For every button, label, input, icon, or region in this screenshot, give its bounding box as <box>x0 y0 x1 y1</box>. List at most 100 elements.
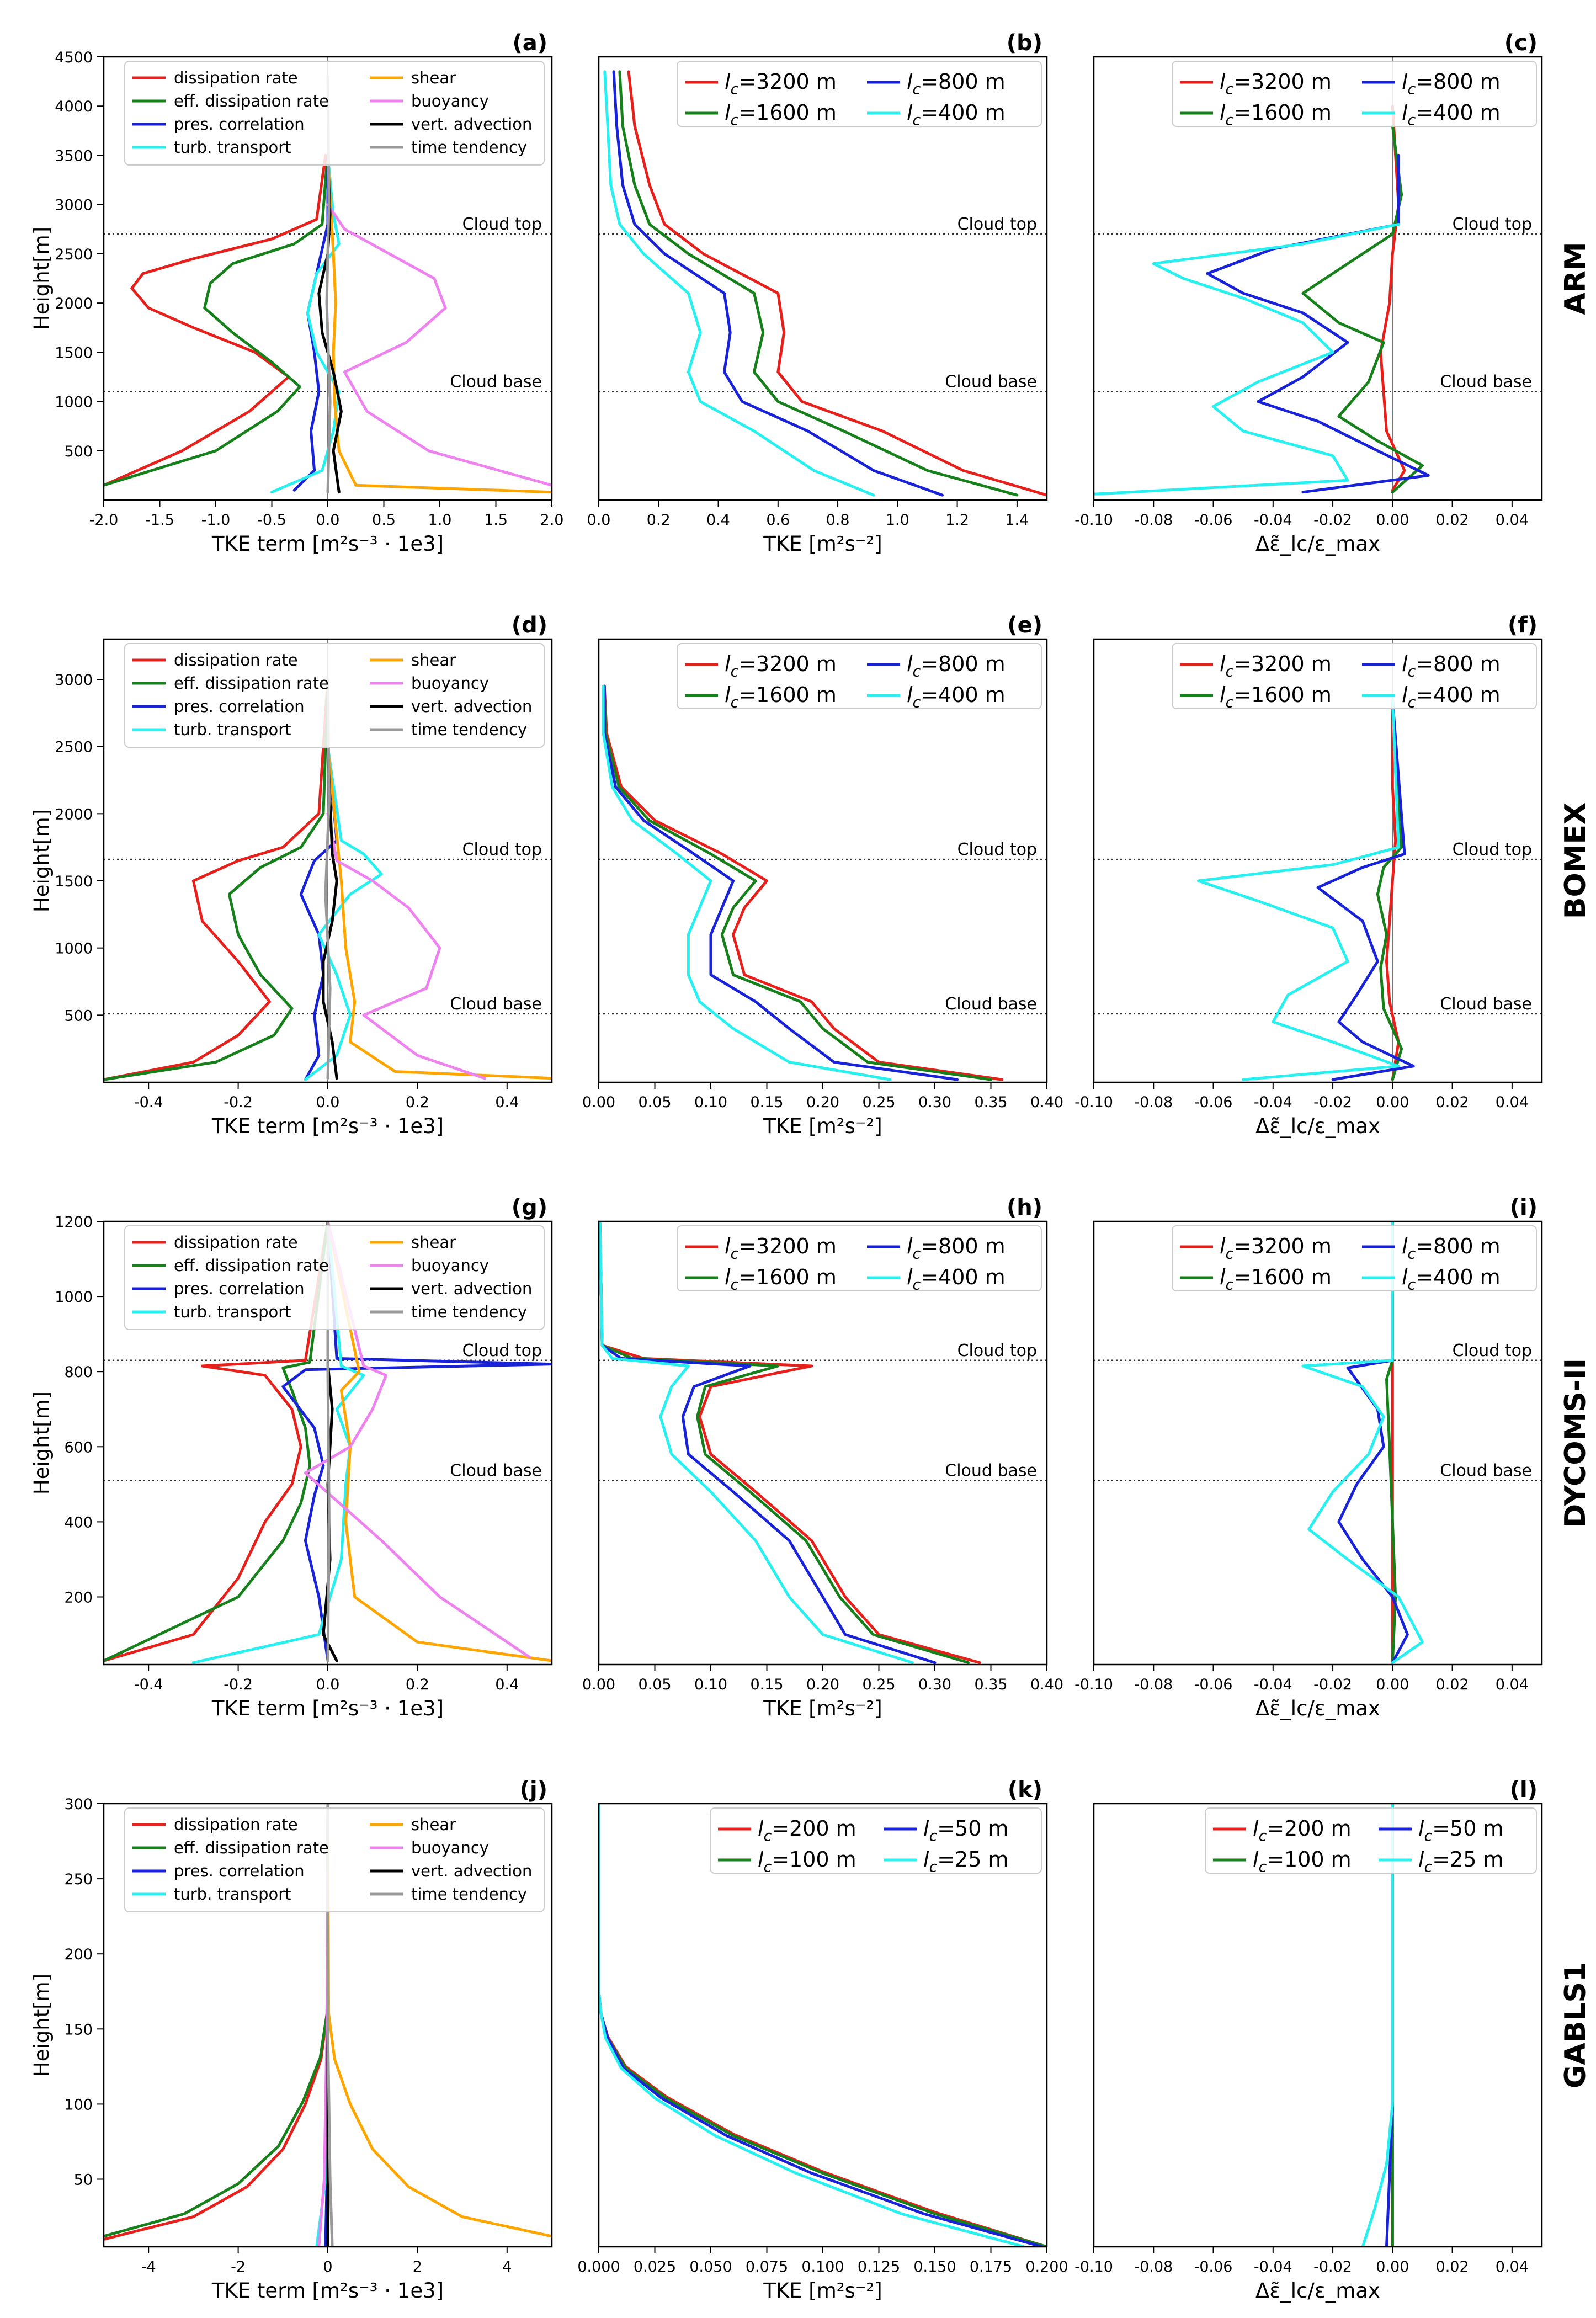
series-line-shear <box>326 1804 552 2238</box>
x-tick-label: -0.06 <box>1194 1094 1233 1111</box>
legend-label: shear <box>411 68 456 87</box>
x-axis-label: TKE [m²s⁻²] <box>763 1697 882 1720</box>
legend-box <box>1172 61 1537 127</box>
series-line-l-c-400-m <box>602 684 892 1081</box>
x-tick-label: -0.2 <box>224 1094 253 1111</box>
case-label: DYCOMS-II <box>1559 1358 1592 1528</box>
series-line-l-c-800-m <box>1337 1221 1409 1665</box>
y-tick-label: 500 <box>64 1007 93 1024</box>
legend-box <box>677 643 1042 709</box>
panel-l: -0.10 -0.08 -0.06 -0.04 -0.02 0.00 0.02 0.04 Δε̃… <box>1074 1777 1592 2303</box>
x-tick-label: 0.050 <box>689 2258 732 2276</box>
y-tick-label: 4500 <box>55 49 93 66</box>
x-tick-label: 1.0 <box>428 512 452 529</box>
x-tick-label: -0.04 <box>1254 1676 1292 1693</box>
x-tick-label: 1.0 <box>886 512 909 529</box>
legend: lc=3200 m lc=800 m lc=1600 m lc=400 m <box>1172 61 1537 129</box>
x-tick-label: 0.025 <box>634 2258 676 2276</box>
y-tick-label: 3000 <box>55 197 93 214</box>
y-tick-label: 200 <box>64 1946 93 1963</box>
legend-label: lc=800 m <box>1402 1234 1501 1263</box>
x-axis-label: Δε̃_lc/ε_max <box>1255 1114 1380 1138</box>
y-tick-label: 2500 <box>55 739 93 756</box>
panel-f: Cloud top Cloud base -0.10 -0.08 -0.06 -0.04 -… <box>1074 613 1592 1138</box>
series-line-l-c-3200-m <box>599 1221 981 1665</box>
x-axis-label: TKE term [m²s⁻³ · 1e3] <box>211 2279 444 2303</box>
x-tick-label: -4 <box>141 2258 156 2276</box>
cloud-top-label: Cloud top <box>462 840 542 859</box>
panel-label: (b) <box>1007 30 1042 56</box>
x-tick-label: -2.0 <box>89 512 119 529</box>
series-line-l-c-3200-m <box>627 70 1047 497</box>
x-axis-label: TKE [m²s⁻²] <box>763 532 882 556</box>
legend-label: lc=25 m <box>1418 1847 1503 1876</box>
x-axis-label: Δε̃_lc/ε_max <box>1255 1697 1380 1720</box>
x-tick-label: 0.35 <box>974 1676 1007 1693</box>
legend: lc=3200 m lc=800 m lc=1600 m lc=400 m <box>677 643 1042 711</box>
x-tick-label: -0.04 <box>1254 1094 1292 1111</box>
legend-box <box>1172 643 1537 709</box>
series-line-dissipation-rate <box>104 153 327 487</box>
panel-label: (f) <box>1508 613 1538 638</box>
x-tick-label: 0.0 <box>587 512 611 529</box>
panel-b: Cloud top Cloud base 0.0 0.2 0.4 0.6 0.8 1.0 1.2… <box>587 30 1048 556</box>
cloud-top-label: Cloud top <box>957 840 1037 859</box>
series-line-buoyancy <box>326 812 486 1080</box>
x-tick-label: 0.2 <box>406 1676 429 1693</box>
series-line-pres-correlation <box>281 1221 552 1662</box>
x-tick-label: -0.08 <box>1134 512 1173 529</box>
y-tick-label: 400 <box>64 1514 93 1531</box>
cloud-base-label: Cloud base <box>945 995 1037 1014</box>
legend-label: shear <box>411 1233 456 1252</box>
y-tick-label: 150 <box>64 2021 93 2038</box>
x-tick-label: -0.10 <box>1074 1676 1113 1693</box>
legend-label: buoyancy <box>411 1256 489 1275</box>
legend-label: turb. transport <box>174 1885 291 1904</box>
panel-label: (i) <box>1510 1195 1538 1220</box>
x-tick-label: 0.125 <box>858 2258 900 2276</box>
legend-label: lc=50 m <box>1418 1816 1503 1845</box>
x-tick-label: 0.00 <box>1376 2258 1409 2276</box>
series-line-l-c-25-m <box>599 1804 1026 2247</box>
x-tick-label: -0.06 <box>1194 2258 1233 2276</box>
series-line-l-c-3200-m <box>603 684 1004 1081</box>
panel-label: (g) <box>512 1195 547 1220</box>
x-tick-label: -0.10 <box>1074 1094 1113 1111</box>
series-group <box>104 75 552 494</box>
series-line-l-c-1600-m <box>1376 698 1403 1081</box>
series-line-l-c-400-m <box>1301 1221 1424 1665</box>
legend-label: lc=50 m <box>923 1816 1008 1845</box>
series-group <box>1361 1804 1394 2247</box>
legend-box <box>124 643 545 748</box>
axes-frame <box>1093 56 1543 501</box>
y-tick-label: 1000 <box>55 394 93 411</box>
legend-label: lc=3200 m <box>725 70 837 98</box>
legend-label: turb. transport <box>174 1302 291 1321</box>
x-axis-label: TKE term [m²s⁻³ · 1e3] <box>211 1697 444 1720</box>
legend-label: pres. correlation <box>174 1279 305 1298</box>
x-axis-label: Δε̃_lc/ε_max <box>1255 532 1380 556</box>
x-tick-label: 0.04 <box>1496 512 1529 529</box>
cloud-base-label: Cloud base <box>450 373 542 392</box>
legend-label: lc=800 m <box>1402 70 1501 98</box>
y-tick-label: 2000 <box>55 295 93 312</box>
legend-label: dissipation rate <box>174 651 298 669</box>
legend-label: lc=800 m <box>1402 652 1501 680</box>
y-tick-label: 200 <box>64 1589 93 1607</box>
cloud-top-label: Cloud top <box>1453 1341 1532 1360</box>
legend: lc=200 m lc=50 m lc=100 m lc=25 m <box>1205 1807 1537 1876</box>
x-tick-label: 0.200 <box>1025 2258 1068 2276</box>
legend-label: lc=800 m <box>907 1234 1006 1263</box>
x-tick-label: 0.10 <box>694 1094 727 1111</box>
x-tick-label: 0.00 <box>1376 1094 1409 1111</box>
legend-label: lc=200 m <box>1253 1816 1352 1845</box>
x-tick-label: 0.04 <box>1496 1094 1529 1111</box>
x-tick-label: 0.02 <box>1436 2258 1469 2276</box>
axes-frame <box>598 56 1048 501</box>
legend-label: lc=800 m <box>907 70 1006 98</box>
series-line-l-c-3200-m <box>1385 698 1400 1081</box>
legend-label: lc=100 m <box>1253 1847 1352 1876</box>
x-tick-label: 0.00 <box>1376 1676 1409 1693</box>
x-tick-label: 0.6 <box>766 512 790 529</box>
